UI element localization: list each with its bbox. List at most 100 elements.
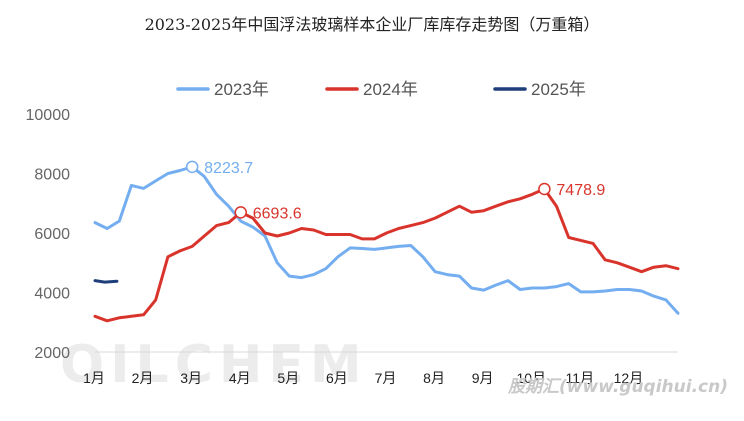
data-point [288, 232, 291, 235]
data-point [227, 205, 230, 208]
legend: 2023年 2024年 2025年 [176, 80, 586, 99]
data-point [519, 288, 522, 291]
x-tick-label: 4月 [229, 370, 251, 386]
data-point [409, 244, 412, 247]
data-point [324, 267, 327, 270]
x-tick-label: 8月 [423, 370, 445, 386]
data-point [142, 313, 145, 316]
data-point [166, 255, 169, 258]
data-point [652, 266, 655, 269]
data-point [373, 248, 376, 251]
data-point [555, 205, 558, 208]
data-point [616, 261, 619, 264]
data-point [154, 179, 157, 182]
data-point [531, 193, 534, 196]
x-tick-label: 11月 [566, 370, 595, 386]
annotation-marker [234, 206, 247, 219]
legend-label: 2025年 [531, 80, 586, 99]
data-point [106, 227, 109, 230]
data-point [361, 247, 364, 250]
data-point [215, 224, 218, 227]
data-point [118, 316, 121, 319]
data-point [458, 275, 461, 278]
data-point [604, 258, 607, 261]
data-point [264, 235, 267, 238]
data-point [130, 184, 133, 187]
data-point [446, 211, 449, 214]
data-point [264, 232, 267, 235]
data-point [652, 295, 655, 298]
data-point [640, 290, 643, 293]
data-point [592, 290, 595, 293]
data-point [336, 233, 339, 236]
data-point [421, 255, 424, 258]
data-point [482, 209, 485, 212]
data-point [276, 261, 279, 264]
logo-watermark-text: OILCHEM [60, 335, 368, 395]
legend-label: 2024年 [363, 80, 418, 99]
x-tick-label: 2月 [132, 370, 154, 386]
data-point [628, 266, 631, 269]
data-point [434, 217, 437, 220]
x-axis-ticks: 1月 2月 3月 4月 5月 6月 7月 8月 9月 10月 11月 12月 [83, 370, 643, 386]
data-point [94, 279, 97, 282]
data-point [470, 211, 473, 214]
data-point [179, 169, 182, 172]
y-tick-label: 6000 [34, 226, 70, 243]
data-point [227, 221, 230, 224]
data-point [385, 246, 388, 249]
data-point [446, 273, 449, 276]
data-point [312, 229, 315, 232]
data-point [239, 220, 242, 223]
y-axis-ticks: 2000 4000 6000 8000 10000 [26, 107, 71, 362]
legend-label: 2023年 [214, 80, 269, 99]
data-point [567, 236, 570, 239]
data-point [349, 246, 352, 249]
data-point [397, 227, 400, 230]
chart-title: 2023-2025年中国浮法玻璃样本企业厂库库存走势图（万重箱） [145, 15, 600, 34]
x-tick-label: 7月 [375, 370, 397, 386]
data-point [507, 200, 510, 203]
data-point [409, 224, 412, 227]
data-point [458, 205, 461, 208]
data-point [494, 284, 497, 287]
data-point [434, 270, 437, 273]
annotation-marker [185, 160, 199, 174]
data-point [312, 273, 315, 276]
data-point [507, 279, 510, 282]
y-tick-label: 4000 [34, 286, 70, 303]
data-point [94, 315, 97, 318]
data-point [130, 315, 133, 318]
x-tick-label: 12月 [614, 370, 644, 386]
data-point [215, 193, 218, 196]
data-point [604, 290, 607, 293]
series-line-2 [93, 187, 680, 323]
x-tick-label: 6月 [326, 370, 348, 386]
data-point [579, 290, 582, 293]
data-point [300, 276, 303, 279]
annotation-label: 8223.7 [204, 160, 253, 177]
data-point [482, 289, 485, 292]
data-point [142, 187, 145, 190]
y-tick-label: 8000 [34, 167, 70, 184]
data-point [115, 280, 118, 283]
x-tick-label: 1月 [83, 370, 105, 386]
data-point [324, 233, 327, 236]
y-tick-label: 2000 [34, 345, 70, 362]
data-point [94, 221, 97, 224]
series-line-3 [93, 279, 119, 284]
data-point [385, 232, 388, 235]
data-point [251, 226, 254, 229]
data-point [579, 239, 582, 242]
data-point [592, 242, 595, 245]
annotation-marker [538, 182, 551, 196]
data-point [470, 287, 473, 290]
data-point [203, 235, 206, 238]
oilchem-logo-watermark: OILCHEM [60, 335, 368, 395]
data-point [336, 255, 339, 258]
data-point [664, 264, 667, 267]
data-point [677, 312, 680, 315]
data-point [640, 270, 643, 273]
